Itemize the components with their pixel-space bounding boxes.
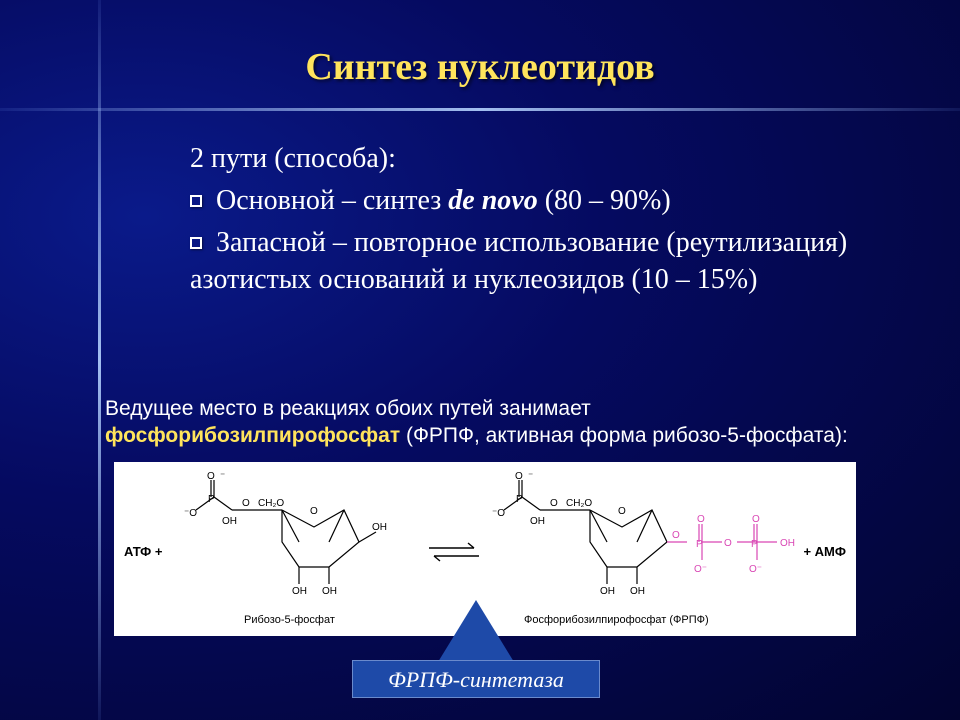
svg-text:CH₂O: CH₂O xyxy=(258,498,284,509)
prpp-caption: Фосфорибозилпирофосфат (ФРПФ) xyxy=(524,614,709,626)
svg-text:O⁻: O⁻ xyxy=(749,564,762,575)
svg-text:OH: OH xyxy=(780,538,795,549)
svg-text:O: O xyxy=(672,530,680,541)
product-amp-label: + АМФ xyxy=(803,544,846,559)
decor-vertical-line xyxy=(98,0,101,720)
lead-paragraph: Ведущее место в реакциях обоих путей зан… xyxy=(105,395,905,450)
svg-text:OH: OH xyxy=(600,586,615,597)
ribose-5-phosphate-structure: O ⁻ ⁻O P OH O CH₂O O OH OH OH xyxy=(184,472,414,612)
svg-text:O⁻: O⁻ xyxy=(694,564,707,575)
decor-horizontal-line xyxy=(0,108,960,111)
svg-text:⁻O: ⁻O xyxy=(492,508,505,519)
svg-text:O: O xyxy=(310,506,318,517)
svg-text:OH: OH xyxy=(530,516,545,527)
svg-text:P: P xyxy=(751,539,758,550)
svg-text:OH: OH xyxy=(292,586,307,597)
slide-title: Синтез нуклеотидов xyxy=(0,45,960,89)
bullet-2: Запасной – повторное использование (реут… xyxy=(190,224,890,300)
svg-text:O: O xyxy=(550,498,558,509)
intro-line: 2 пути (способа): xyxy=(190,140,890,178)
bullet-1: Основной – синтез de novo (80 – 90%) xyxy=(190,182,890,220)
svg-text:OH: OH xyxy=(630,586,645,597)
svg-text:O: O xyxy=(242,498,250,509)
bullet-2-text: Запасной – повторное использование (реут… xyxy=(190,227,847,296)
svg-text:OH: OH xyxy=(322,586,337,597)
equilibrium-arrow-icon xyxy=(424,540,484,564)
svg-text:O: O xyxy=(752,514,760,525)
svg-text:O: O xyxy=(515,472,523,482)
svg-text:P: P xyxy=(516,494,523,505)
prpp-structure: O⁻ ⁻O P OH O CH₂O O OH OH O O P O⁻ O O P… xyxy=(492,472,802,612)
square-bullet-icon xyxy=(190,237,202,249)
svg-text:OH: OH xyxy=(222,516,237,527)
svg-text:OH: OH xyxy=(372,522,387,533)
bullet-1-pre: Основной – синтез xyxy=(216,185,448,216)
bullet-list: 2 пути (способа): Основной – синтез de n… xyxy=(190,140,890,303)
svg-text:O: O xyxy=(618,506,626,517)
svg-text:CH₂O: CH₂O xyxy=(566,498,592,509)
lead-highlight: фосфорибозилпирофосфат xyxy=(105,424,400,447)
lead-line1: Ведущее место в реакциях обоих путей зан… xyxy=(105,397,591,420)
svg-text:O: O xyxy=(697,514,705,525)
svg-text:⁻O: ⁻O xyxy=(184,508,197,519)
svg-text:P: P xyxy=(208,494,215,505)
ribose-caption: Рибозо-5-фосфат xyxy=(244,614,335,626)
square-bullet-icon xyxy=(190,195,202,207)
svg-text:⁻: ⁻ xyxy=(220,472,225,482)
bullet-1-post: (80 – 90%) xyxy=(538,185,671,216)
svg-text:P: P xyxy=(696,539,703,550)
enzyme-callout: ФРПФ-синтетаза xyxy=(352,660,600,698)
callout-arrow-icon xyxy=(438,600,514,662)
lead-tail: (ФРПФ, активная форма рибозо-5-фосфата): xyxy=(400,424,848,447)
svg-text:O: O xyxy=(724,538,732,549)
svg-text:⁻: ⁻ xyxy=(528,472,533,482)
bullet-1-em: de novo xyxy=(448,185,537,216)
reactant-atp-label: АТФ + xyxy=(124,544,163,559)
svg-text:O: O xyxy=(207,472,215,482)
